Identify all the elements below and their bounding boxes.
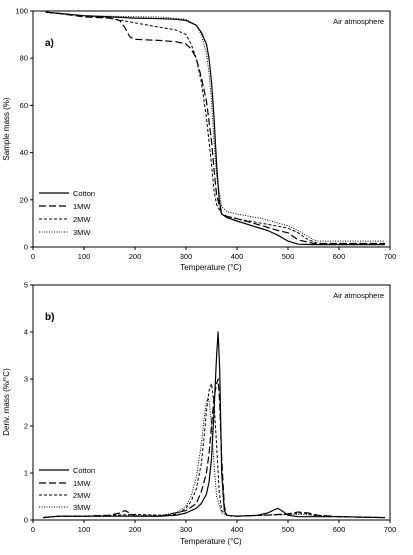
legend-a-cotton-label: Cotton (73, 189, 95, 198)
panel-b-x-tick-label: 400 (231, 525, 244, 534)
panel-b-x-axis-label: Temperature (°C) (180, 537, 242, 546)
panel-a-annotation: Air atmosphere (333, 17, 384, 26)
panel-b-x-tick-label: 200 (129, 525, 142, 534)
panel-a-series-1mw-line (45, 11, 385, 245)
panel-a-y-tick-label: 40 (20, 148, 28, 157)
panel-a-x-tick-label: 500 (282, 252, 295, 261)
panel-b-annotation: Air atmosphere (333, 291, 384, 300)
panel-a-x-tick-label: 200 (129, 252, 142, 261)
panel-b-series-cotton-line (43, 331, 385, 519)
panel-b-y-tick-label: 3 (24, 375, 28, 384)
panel-a-ticks: 0 100 200 300 400 500 600 700 0 20 40 60 80 100 (15, 7, 396, 262)
panel-a-chart: 0 100 200 300 400 500 600 700 0 20 40 60 80 100 a) Ai… (2, 7, 396, 273)
panel-a-series-3mw-line (45, 11, 385, 242)
panel-a-y-tick-label: 0 (24, 243, 28, 252)
panel-b-series-1mw-line (43, 378, 385, 519)
panel-a-x-tick-label: 400 (231, 252, 244, 261)
legend-b-1mw-label: 1MW (73, 479, 91, 488)
legend-a-2mw-label: 2MW (73, 215, 91, 224)
panel-a-x-tick-label: 0 (31, 252, 35, 261)
legend-b-3mw-label: 3MW (73, 503, 91, 512)
panel-a-x-tick-label: 600 (333, 252, 346, 261)
panel-a-y-tick-label: 100 (15, 7, 28, 16)
panel-b-y-tick-label: 5 (24, 281, 28, 290)
panel-a-plot-frame (32, 10, 391, 248)
panel-b-x-tick-label: 100 (78, 525, 91, 534)
legend-b-cotton-label: Cotton (73, 466, 95, 475)
panel-b-x-tick-label: 0 (31, 525, 35, 534)
panel-b-y-tick-label: 0 (24, 516, 28, 525)
panel-b-y-tick-label: 2 (24, 422, 28, 431)
panel-b-label: b) (45, 312, 54, 323)
panel-a-x-tick-label: 700 (384, 252, 397, 261)
panel-a-x-axis-label: Temperature (°C) (180, 263, 242, 272)
panel-a-x-tick-label: 100 (78, 252, 91, 261)
panel-a-label: a) (45, 38, 54, 49)
panel-b-x-tick-label: 500 (282, 525, 295, 534)
panel-b-y-axis-label: Deriv. mass (%/°C) (2, 368, 11, 436)
panel-b-plot-frame (32, 284, 391, 521)
panel-a-y-tick-label: 20 (20, 195, 28, 204)
panel-b-x-tick-label: 300 (180, 525, 193, 534)
panel-b-x-tick-label: 700 (384, 525, 397, 534)
panel-b-series-2mw-line (43, 383, 385, 519)
panel-b-y-tick-label: 4 (24, 328, 28, 337)
panel-a-legend: Cotton 1MW 2MW 3MW (39, 189, 95, 237)
panel-a-y-tick-label: 60 (20, 101, 28, 110)
panel-a-y-axis-label: Sample mass (%) (2, 97, 11, 160)
panel-b-series (43, 331, 385, 519)
panel-a-series-cotton-line (45, 11, 385, 246)
panel-b-legend: Cotton 1MW 2MW 3MW (39, 466, 95, 512)
panel-a-y-tick-label: 80 (20, 54, 28, 63)
panel-b-ticks: 0 100 200 300 400 500 600 700 0 1 2 3 4 5 (24, 281, 396, 535)
legend-a-1mw-label: 1MW (73, 202, 91, 211)
panel-a-series (45, 11, 385, 246)
panel-a-x-tick-label: 300 (180, 252, 193, 261)
panel-b-x-tick-label: 600 (333, 525, 346, 534)
panel-b-chart: 0 100 200 300 400 500 600 700 0 1 2 3 4 5 b) Air atmo… (2, 281, 396, 547)
panel-b-y-tick-label: 1 (24, 469, 28, 478)
panel-b-series-3mw-line (43, 397, 385, 519)
panel-a-series-2mw-line (45, 11, 385, 244)
legend-b-2mw-label: 2MW (73, 491, 91, 500)
legend-a-3mw-label: 3MW (73, 228, 91, 237)
